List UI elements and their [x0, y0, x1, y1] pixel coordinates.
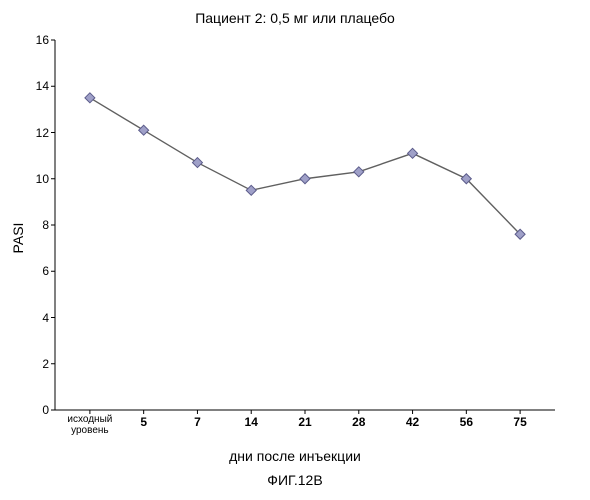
plot-area: 0246810121416исходныйуровень571421284256… [55, 40, 555, 410]
x-tick-label: 7 [194, 415, 201, 429]
data-point-marker [408, 148, 418, 158]
y-axis-label-container: PASI [8, 0, 26, 500]
data-point-marker [246, 185, 256, 195]
y-tick-label: 4 [19, 311, 49, 325]
x-tick-label: 56 [460, 415, 473, 429]
x-tick-label: 21 [298, 415, 311, 429]
y-tick-label: 12 [19, 126, 49, 140]
y-tick-label: 8 [19, 218, 49, 232]
x-tick-label: 5 [140, 415, 147, 429]
x-tick-label: 28 [352, 415, 365, 429]
y-tick-label: 0 [19, 403, 49, 417]
x-tick-label: 75 [513, 415, 526, 429]
chart-svg [55, 40, 555, 410]
y-tick-label: 2 [19, 357, 49, 371]
data-point-marker [192, 158, 202, 168]
data-point-marker [354, 167, 364, 177]
x-axis-label: дни после инъекции [0, 448, 590, 464]
y-tick-label: 14 [19, 79, 49, 93]
chart-title: Пациент 2: 0,5 мг или плацебо [0, 10, 590, 26]
y-tick-label: 10 [19, 172, 49, 186]
chart-container: Пациент 2: 0,5 мг или плацебо PASI 02468… [0, 0, 590, 500]
data-point-marker [139, 125, 149, 135]
data-point-marker [85, 93, 95, 103]
y-tick-label: 16 [19, 33, 49, 47]
figure-label: ФИГ.12В [0, 472, 590, 488]
x-tick-label: 42 [406, 415, 419, 429]
y-tick-label: 6 [19, 264, 49, 278]
data-point-marker [300, 174, 310, 184]
x-tick-label: исходныйуровень [60, 414, 120, 436]
x-tick-label: 14 [245, 415, 258, 429]
